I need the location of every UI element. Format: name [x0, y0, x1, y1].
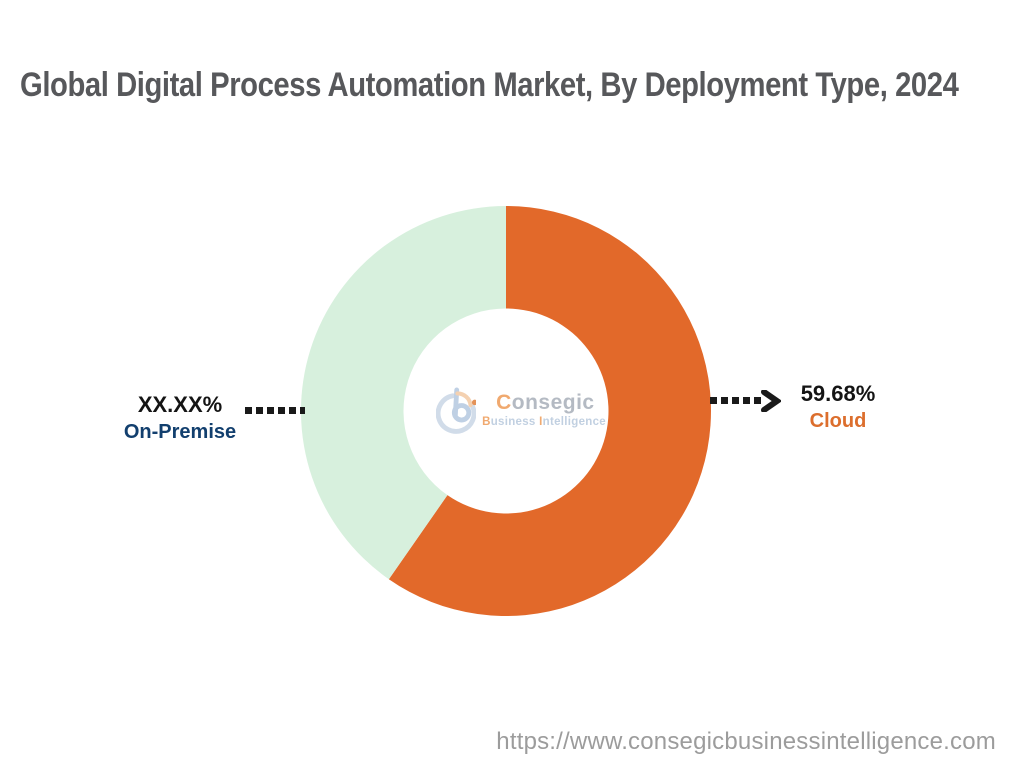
leader-line-cloud: [710, 397, 762, 404]
consegic-logo-text: Consegic Business Intelligence: [482, 392, 606, 429]
consegic-logo: Consegic Business Intelligence: [436, 370, 606, 450]
cloud-value: 59.68%: [800, 381, 876, 406]
donut-segment-cloud: [388, 206, 711, 616]
donut-segment-on-premise: [301, 206, 506, 580]
logo-tagline: Business Intelligence: [482, 415, 606, 428]
cloud-label: Cloud: [809, 410, 867, 432]
on-premise-value: XX.XX%: [137, 392, 223, 417]
leader-line-on-premise: [245, 407, 305, 414]
callout-on-premise: XX.XX% On-Premise: [118, 392, 242, 444]
callout-cloud: 59.68% Cloud: [788, 381, 888, 433]
arrow-head-icon: [761, 390, 781, 412]
chart-title: Global Digital Process Automation Market…: [20, 66, 959, 104]
logo-wordmark: Consegic: [496, 390, 595, 414]
on-premise-label: On-Premise: [123, 421, 237, 443]
donut-chart: [301, 206, 711, 616]
consegic-logo-mark-icon: [436, 387, 477, 434]
source-url: https://www.consegicbusinessintelligence…: [496, 728, 996, 755]
